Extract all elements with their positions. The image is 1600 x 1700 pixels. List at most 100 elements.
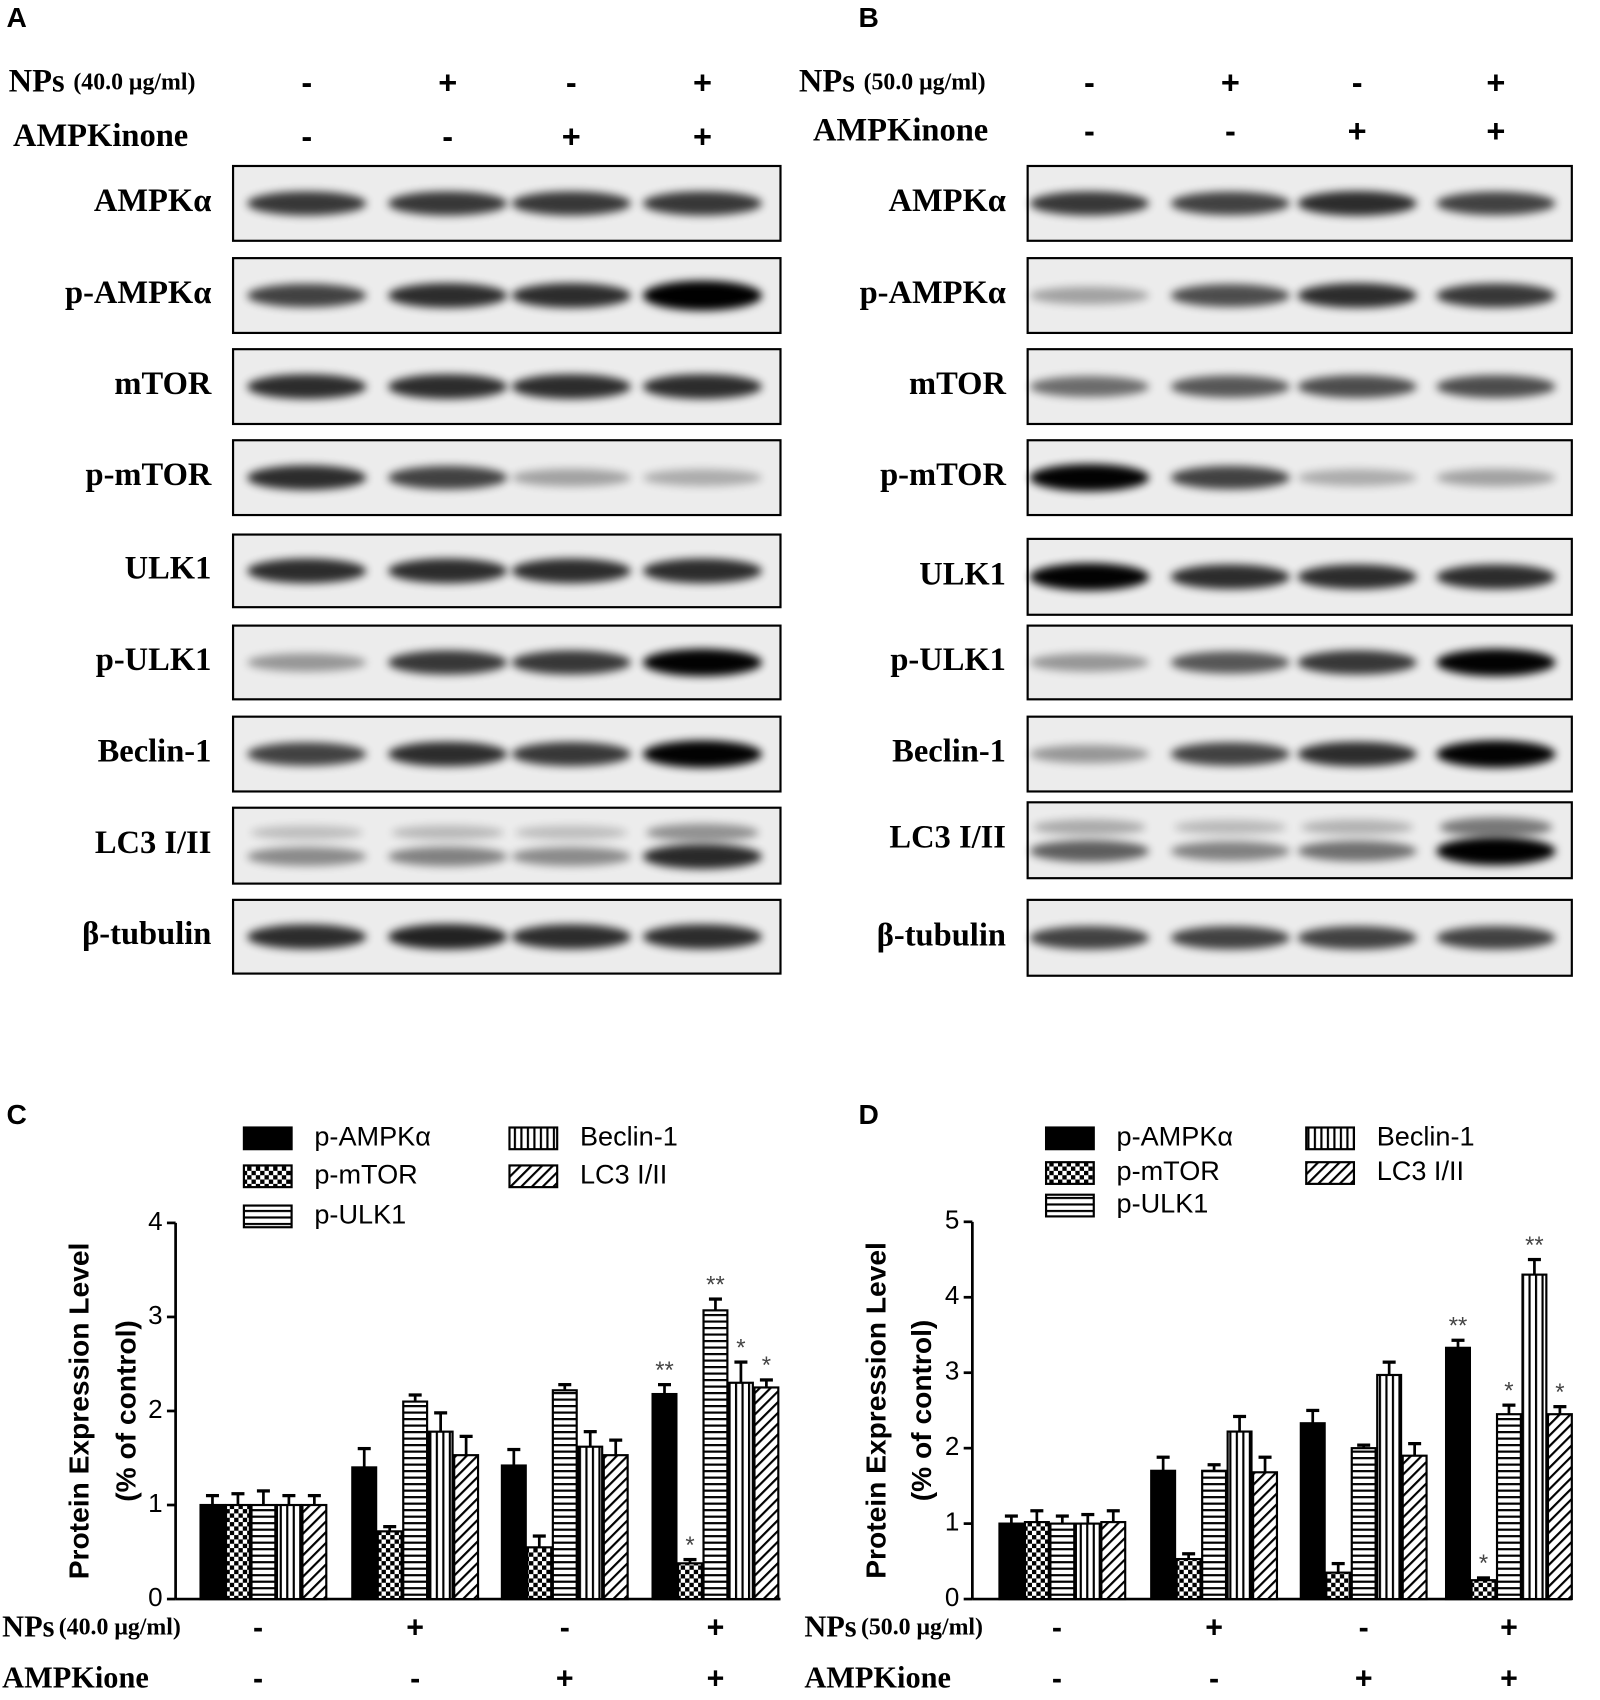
blot-band — [1297, 650, 1417, 675]
blot-label: LC3 I/II — [95, 825, 212, 861]
blot-band — [1170, 742, 1290, 766]
blot-band — [388, 191, 508, 216]
treatment-label: AMPKione — [804, 1660, 951, 1694]
blot-band — [1170, 841, 1290, 861]
treatment-dose: (50.0 μg/ml) — [861, 1615, 983, 1641]
blot-band — [1170, 284, 1290, 307]
treatment-sign: - — [566, 64, 577, 100]
legend-swatch — [1044, 1193, 1095, 1218]
bar — [1401, 1454, 1428, 1601]
bar — [1175, 1557, 1202, 1601]
blot-band — [1436, 564, 1556, 590]
bar — [1252, 1471, 1279, 1601]
legend-swatch — [242, 1164, 293, 1189]
treatment-name: AMPKinone — [813, 113, 988, 149]
treatment-label: NPs (50.0 μg/ml) — [804, 1609, 983, 1643]
treatment-label: NPs (40.0 μg/ml) — [2, 1609, 181, 1643]
blot-band — [1173, 819, 1287, 835]
bar — [753, 1386, 780, 1601]
blot-band — [247, 924, 367, 950]
blot-bands — [247, 191, 1556, 950]
treatment-label: NPs (50.0 μg/ml) — [799, 64, 986, 100]
blot-band — [247, 283, 367, 308]
significance-mark: * — [736, 1334, 745, 1361]
blot-band — [511, 924, 631, 950]
bar — [1299, 1422, 1326, 1601]
bar — [351, 1466, 378, 1601]
legend-label: p-ULK1 — [314, 1199, 406, 1230]
bar — [1444, 1346, 1472, 1601]
legend-swatch — [242, 1126, 293, 1151]
legend-swatch — [1044, 1126, 1095, 1151]
bar — [1023, 1521, 1050, 1601]
blot-band — [388, 650, 508, 675]
blot-band — [1029, 191, 1150, 216]
panel-label: D — [859, 1098, 879, 1130]
bar — [500, 1464, 527, 1601]
blot-label: p-AMPKα — [860, 275, 1006, 311]
bar — [577, 1445, 604, 1601]
y-axis-label: Protein Expression Level — [859, 1242, 891, 1579]
blot-band — [388, 924, 508, 950]
blot-band — [1436, 283, 1556, 308]
treatment-sign: + — [1500, 1611, 1518, 1644]
y-axis-label: Protein Expression Level — [63, 1243, 95, 1580]
blot-band — [1297, 375, 1417, 398]
blot-band — [247, 742, 367, 766]
blot-band — [388, 465, 508, 490]
blot-label: ULK1 — [919, 556, 1006, 592]
treatment-sign: + — [1205, 1611, 1223, 1644]
blot-band — [250, 825, 364, 840]
blot-band — [1436, 191, 1556, 216]
treatment-sign: - — [1052, 1611, 1062, 1644]
blot-band — [642, 280, 763, 311]
blot-band — [642, 558, 763, 584]
blot-band — [247, 465, 367, 490]
blot-band — [1297, 564, 1417, 590]
blot-label: LC3 I/II — [889, 820, 1006, 856]
treatment-name: NPs — [9, 64, 65, 100]
significance-mark: * — [685, 1532, 694, 1559]
significance-mark: ** — [1525, 1232, 1544, 1259]
treatment-sign: - — [1359, 1611, 1369, 1644]
blot-label: p-mTOR — [86, 457, 212, 493]
bar — [602, 1454, 629, 1601]
blot-label: AMPKα — [94, 183, 211, 219]
legend-label: p-mTOR — [1117, 1155, 1220, 1186]
y-tick-label: 4 — [148, 1206, 162, 1236]
legend-swatch — [1044, 1161, 1095, 1185]
treatment-sign: + — [707, 1662, 725, 1695]
blot-band — [511, 468, 631, 487]
treatment-label: AMPKinone — [13, 118, 188, 154]
significance-mark: * — [1555, 1379, 1564, 1406]
bar — [1495, 1413, 1522, 1601]
legend-label: LC3 I/II — [580, 1158, 667, 1189]
treatment-sign: + — [693, 64, 712, 100]
legend-label: p-AMPKα — [314, 1121, 431, 1152]
significance-mark: ** — [655, 1357, 674, 1384]
bar — [998, 1522, 1025, 1601]
blot-band — [1029, 926, 1150, 950]
blot-band — [388, 374, 508, 399]
bar — [250, 1503, 277, 1601]
blot-band — [1297, 283, 1417, 308]
treatment-name: NPs — [2, 1609, 54, 1643]
blot-band — [1170, 926, 1290, 950]
significance-mark: ** — [1449, 1313, 1468, 1340]
bar — [702, 1309, 729, 1601]
y-tick-label: 3 — [945, 1356, 959, 1386]
blot-band — [388, 558, 508, 584]
y-tick-label: 2 — [148, 1394, 162, 1424]
blot-band — [1436, 926, 1556, 950]
blot-band — [388, 846, 508, 867]
y-axis-label: (% of control) — [905, 1320, 937, 1502]
bar — [651, 1392, 678, 1601]
bar — [427, 1430, 454, 1601]
legend-label: LC3 I/II — [1377, 1155, 1464, 1186]
blot-band — [511, 283, 631, 308]
blot-label: AMPKα — [888, 183, 1005, 219]
y-tick-label: 1 — [148, 1488, 162, 1518]
legend-label: p-ULK1 — [1117, 1188, 1209, 1219]
blot-band — [1033, 819, 1146, 836]
blot-band — [1029, 563, 1150, 591]
